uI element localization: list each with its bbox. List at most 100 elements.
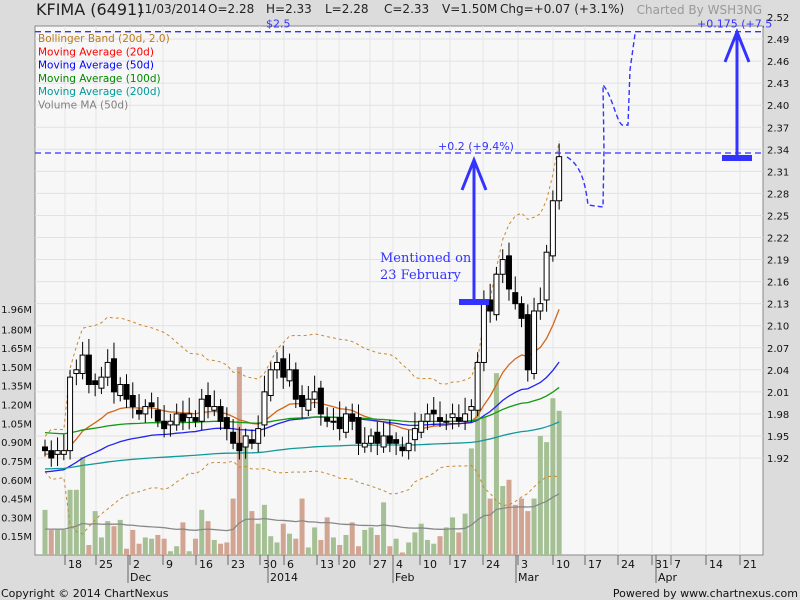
volume-bar	[381, 502, 387, 555]
candle-body	[324, 417, 331, 422]
candle-body	[198, 398, 205, 422]
volume-bar	[519, 498, 525, 555]
candle-body	[54, 450, 61, 455]
candle-body	[355, 417, 362, 444]
level-gain-label: +0.2 (+9.4%)	[438, 140, 514, 153]
price-tick-label: 2.40	[767, 101, 789, 112]
candle-body	[142, 406, 149, 415]
volume-bar	[155, 534, 161, 555]
volume-bar	[218, 543, 224, 555]
volume-bar	[537, 435, 543, 555]
volume-bar	[48, 529, 54, 555]
volume-tick-label: 0.45M	[1, 495, 32, 506]
candle-body	[286, 369, 293, 382]
x-day-label: 17	[588, 558, 602, 571]
quote-high: H=2.33	[266, 2, 312, 16]
candle-body	[437, 417, 444, 422]
volume-bar	[356, 546, 361, 555]
volume-bar	[211, 539, 217, 555]
volume-bar	[487, 498, 493, 555]
x-day-label: 24	[486, 558, 500, 571]
candle-body	[299, 395, 306, 408]
candle-body	[380, 435, 387, 448]
volume-tick-label: 0.90M	[1, 438, 32, 449]
candle-body	[223, 417, 230, 430]
candle-body	[349, 413, 356, 422]
price-tick-label: 2.46	[767, 57, 789, 68]
volume-bar	[324, 517, 330, 555]
volume-bar	[493, 373, 499, 555]
volume-bar	[556, 410, 562, 555]
volume-bar	[98, 537, 104, 555]
candle-body	[104, 361, 111, 378]
x-month-label: Apr	[658, 571, 678, 584]
candle-body	[330, 420, 337, 423]
volume-bar	[418, 523, 424, 555]
candle-body	[399, 446, 406, 452]
volume-bar	[136, 543, 142, 555]
candle-body	[443, 420, 450, 423]
copyright: Copyright © 2014 ChartNexus	[1, 587, 169, 600]
volume-tick-label: 1.50M	[1, 363, 32, 374]
candle-body	[273, 361, 280, 371]
volume-tick-label: 1.20M	[1, 401, 32, 412]
candle-body	[543, 251, 550, 301]
volume-bar	[431, 543, 437, 555]
candle-body	[336, 417, 343, 430]
volume-bar	[525, 511, 531, 555]
volume-bar	[318, 539, 324, 555]
x-month-label: Feb	[395, 571, 414, 584]
volume-bar	[142, 537, 148, 555]
volume-bar	[73, 489, 79, 555]
volume-bar	[180, 522, 186, 555]
volume-bar	[149, 538, 155, 555]
quote-date: 11/03/2014	[137, 2, 207, 16]
x-day-label: 3	[521, 558, 528, 571]
candle-body	[455, 417, 462, 422]
legend-entry: Moving Average (100d)	[38, 73, 161, 85]
candle-body	[60, 450, 67, 455]
candle-body	[211, 406, 218, 411]
candle-body	[424, 413, 431, 422]
volume-bar	[330, 537, 336, 555]
volume-bar	[117, 519, 123, 555]
volume-bar	[412, 532, 418, 555]
volume-tick-label: 0.75M	[1, 457, 32, 468]
volume-bar	[500, 486, 506, 555]
candle-body	[136, 409, 143, 415]
volume-bar	[362, 529, 368, 555]
price-tick-label: 2.43	[767, 79, 789, 90]
x-day-label: 27	[373, 558, 387, 571]
candle-body	[217, 406, 224, 422]
candle-body	[499, 259, 506, 275]
candle-body	[161, 420, 168, 430]
volume-bar	[424, 539, 430, 555]
candle-body	[280, 358, 287, 378]
x-day-label: 20	[342, 558, 356, 571]
candle-body	[67, 376, 74, 452]
legend-entry: Bollinger Band (20d, 2.0)	[38, 33, 170, 45]
candle-body	[305, 398, 312, 411]
x-day-label: 7	[674, 558, 681, 571]
volume-bar	[475, 391, 481, 555]
volume-bar	[287, 533, 293, 555]
candle-body	[317, 387, 324, 415]
candle-body	[386, 435, 393, 444]
volume-bar	[293, 538, 299, 555]
candle-body	[374, 431, 381, 444]
mention-label: Mentioned on	[380, 251, 472, 266]
quote-close: C=2.33	[384, 2, 430, 16]
price-tick-label: 2.04	[767, 366, 789, 377]
volume-bar	[274, 542, 280, 555]
candle-body	[261, 391, 268, 426]
volume-bar	[368, 527, 374, 555]
projection-path	[566, 33, 636, 208]
candle-body	[129, 395, 136, 408]
candle-body	[524, 314, 531, 371]
candle-body	[462, 413, 469, 422]
volume-bar	[86, 544, 92, 555]
x-day-label: 16	[199, 558, 213, 571]
charted-by: Charted By WSH3NG	[636, 3, 762, 17]
volume-tick-label: 1.05M	[1, 419, 32, 430]
